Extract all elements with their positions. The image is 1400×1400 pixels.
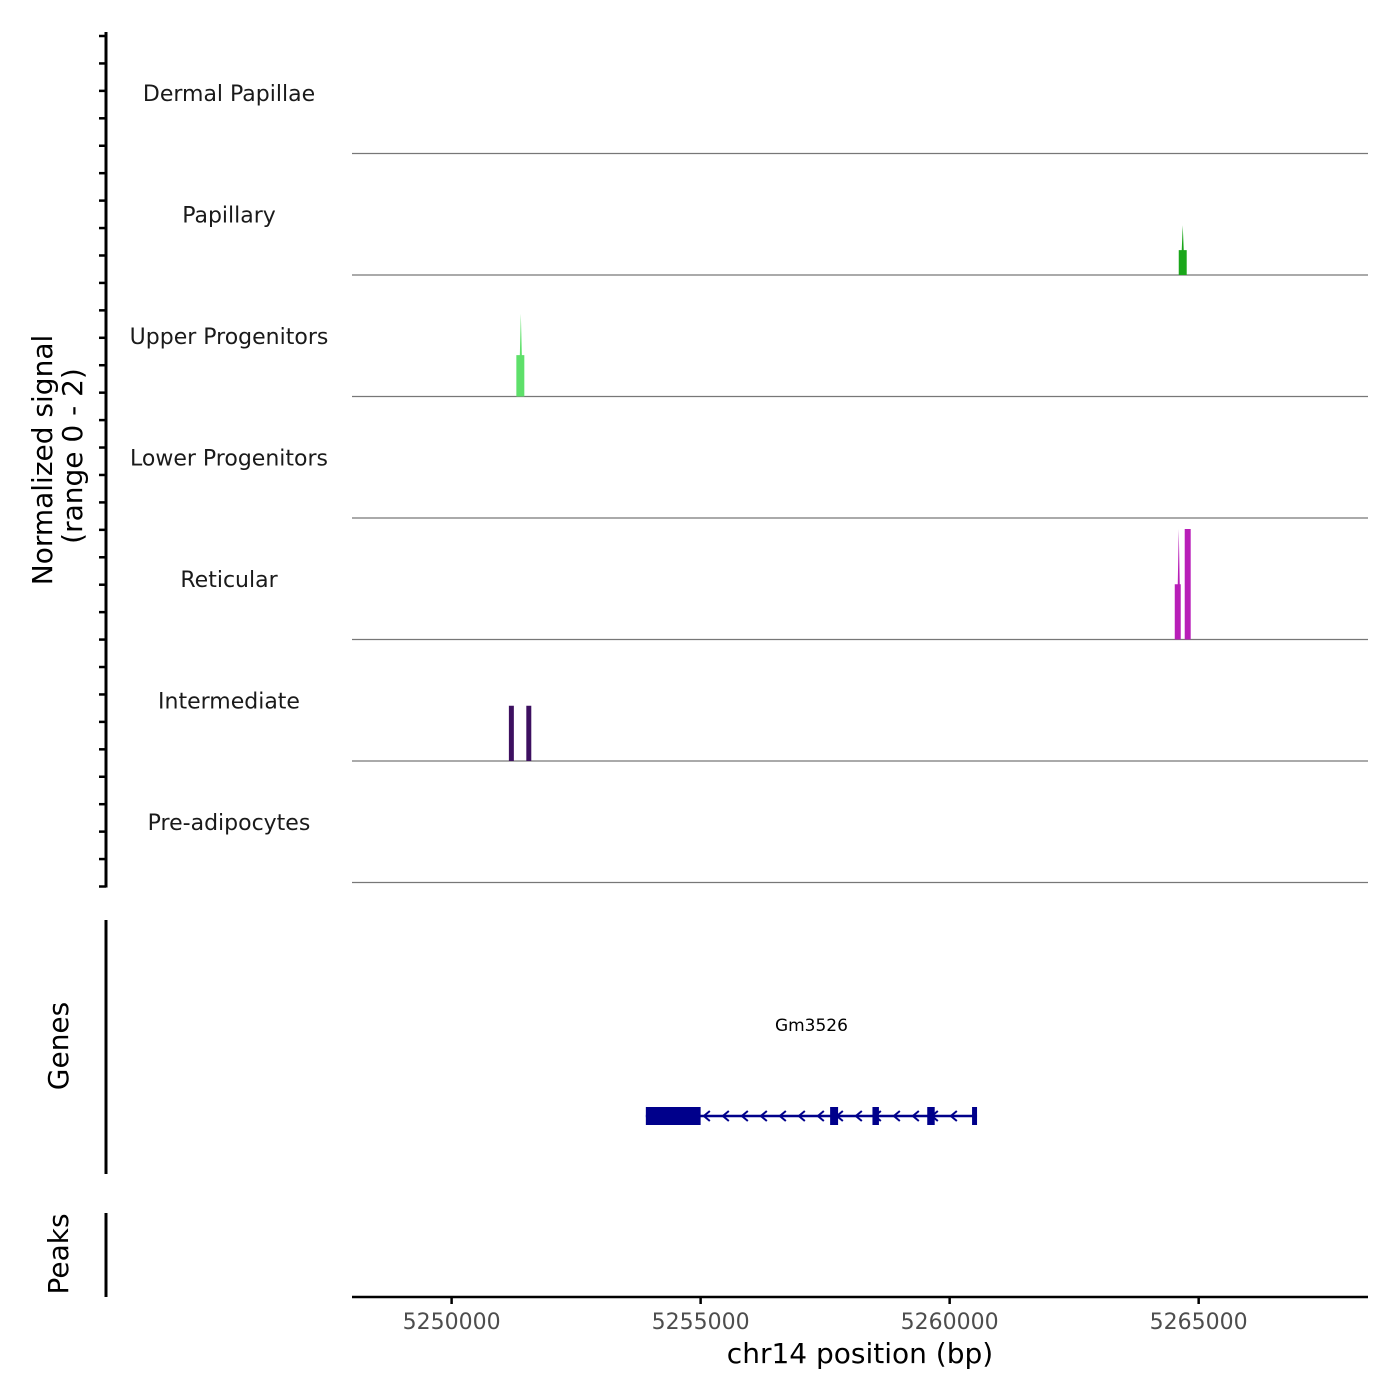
signal-panel: Dermal Papillae Papillary Upper Progenitor… xyxy=(99,32,1368,888)
gene-exon xyxy=(927,1107,935,1125)
peaks-track-label: Peaks xyxy=(42,1213,75,1294)
gene-strand-arrow xyxy=(854,1110,863,1122)
track-label: Lower Progenitors xyxy=(130,446,328,471)
gene-name-label: Gm3526 xyxy=(775,1016,848,1036)
signal-peak xyxy=(508,705,514,761)
track-label: Pre-adipocytes xyxy=(148,811,311,836)
signal-peak xyxy=(526,705,532,761)
track-label: Dermal Papillae xyxy=(143,82,315,107)
signal-peak xyxy=(516,313,525,397)
signal-peak xyxy=(1174,529,1181,640)
gene-strand-arrow xyxy=(892,1110,901,1122)
gene-strand-arrow xyxy=(778,1110,787,1122)
track-label: Intermediate xyxy=(158,689,300,714)
signal-peak xyxy=(1178,225,1187,275)
x-tick-label: 5265000 xyxy=(1150,1310,1248,1335)
track-label: Reticular xyxy=(180,568,278,593)
signal-peak xyxy=(1184,529,1191,640)
genes-track-label: Genes xyxy=(42,1002,75,1090)
genes-panel: Gm3526 xyxy=(104,920,978,1174)
gene-strand-arrow xyxy=(949,1110,958,1122)
track-label: Upper Progenitors xyxy=(130,325,329,350)
x-tick-label: 5255000 xyxy=(652,1310,750,1335)
gene-strand-arrow xyxy=(702,1110,711,1122)
x-axis: 5250000 5255000 5260000 5265000 xyxy=(352,1295,1368,1335)
gene-strand-arrow xyxy=(816,1110,825,1122)
x-axis-title: chr14 position (bp) xyxy=(727,1337,993,1370)
x-tick-label: 5260000 xyxy=(901,1310,999,1335)
gene-strand-arrow xyxy=(759,1110,768,1122)
gene-strand-arrow xyxy=(797,1110,806,1122)
gene-exon xyxy=(872,1107,879,1125)
gene-strand-arrow xyxy=(740,1110,749,1122)
gene-exon xyxy=(645,1107,701,1125)
y-axis-title: Normalized signal xyxy=(26,335,59,586)
y-axis-subtitle: (range 0 - 2) xyxy=(56,368,89,544)
track-label: Papillary xyxy=(182,203,276,228)
gene-exon xyxy=(830,1107,839,1125)
x-tick-label: 5250000 xyxy=(403,1310,501,1335)
gene-strand-arrow xyxy=(721,1110,730,1122)
gene-strand-arrow xyxy=(911,1110,920,1122)
gene-exon xyxy=(972,1107,978,1125)
